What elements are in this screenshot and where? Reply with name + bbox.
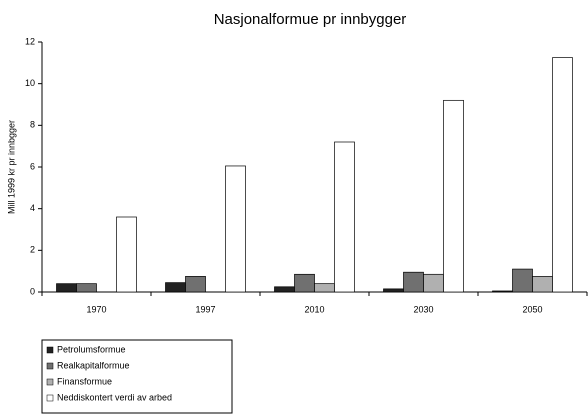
x-tick-label: 2050 xyxy=(522,304,542,314)
x-tick-label: 2010 xyxy=(304,304,324,314)
y-tick-label: 10 xyxy=(25,78,35,88)
bar xyxy=(225,165,246,293)
legend-label: Neddiskontert verdi av arbed xyxy=(57,392,172,402)
x-tick-label: 1997 xyxy=(195,304,215,314)
bar xyxy=(314,283,335,293)
bar xyxy=(443,99,464,293)
y-tick-label: 12 xyxy=(25,36,35,46)
legend-swatch xyxy=(46,394,54,402)
y-axis-label: Mill 1999 kr pr innbgger xyxy=(6,120,16,214)
legend-swatch xyxy=(46,378,54,386)
x-tick-label: 2030 xyxy=(413,304,433,314)
y-tick-label: 0 xyxy=(30,286,35,296)
y-tick-label: 2 xyxy=(30,245,35,255)
bar xyxy=(423,273,444,293)
legend-swatch xyxy=(46,346,54,354)
y-tick-label: 4 xyxy=(30,203,35,213)
bar xyxy=(185,276,206,293)
bar xyxy=(492,290,513,293)
bar xyxy=(552,57,573,293)
bar xyxy=(116,216,137,293)
legend-label: Realkapitalformue xyxy=(57,360,130,370)
bar xyxy=(532,276,553,293)
bar xyxy=(165,282,186,293)
y-tick-label: 8 xyxy=(30,120,35,130)
legend-label: Petrolumsformue xyxy=(57,344,126,354)
bar xyxy=(56,283,77,293)
bar xyxy=(383,288,404,293)
bar xyxy=(294,273,315,293)
legend-box xyxy=(41,339,233,414)
chart-title: Nasjonalformue pr innbygger xyxy=(214,11,407,28)
y-tick-label: 6 xyxy=(30,161,35,171)
bar xyxy=(403,271,424,293)
bar xyxy=(274,286,295,293)
legend-label: Finansformue xyxy=(57,376,112,386)
bar xyxy=(334,141,355,293)
bar xyxy=(76,283,97,293)
x-tick-label: 1970 xyxy=(86,304,106,314)
legend-swatch xyxy=(46,362,54,370)
bar xyxy=(512,268,533,293)
